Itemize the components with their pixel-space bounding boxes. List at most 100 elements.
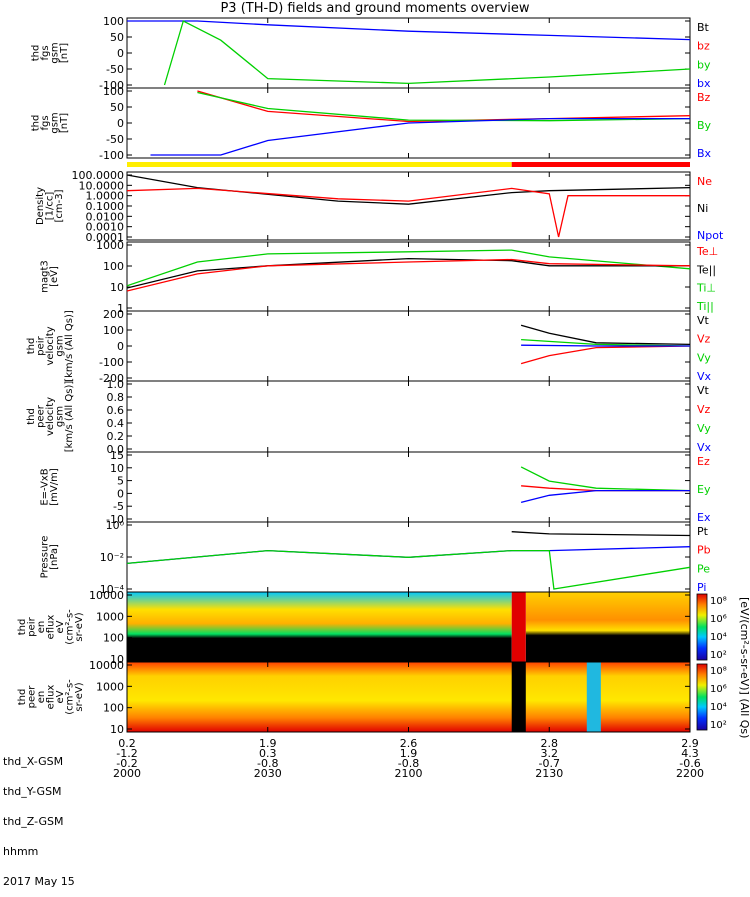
legend-entry: Vz <box>697 403 711 416</box>
y-tick-label: 50 <box>110 31 124 44</box>
legend-entry: Bt <box>697 21 710 34</box>
panel-frame <box>126 17 691 89</box>
series-line-Te⊥ <box>126 258 691 292</box>
y-axis-label-line: thd <box>17 619 28 636</box>
ion-spectrogram-post <box>525 592 690 662</box>
legend-entry: Vt <box>697 384 710 397</box>
y-axis-label-line: [nT] <box>59 113 70 133</box>
y-axis-label-line: thd <box>17 689 28 706</box>
y-tick-label: 0.0010 <box>86 221 125 234</box>
y-axis-label-line: (cm²-s- <box>65 679 76 715</box>
y-axis-label-line: [mV/m] <box>49 468 60 506</box>
footer-value: 1.9 <box>259 737 277 750</box>
footer-value: -0.8 <box>398 757 419 770</box>
legend-entry: Ex <box>697 511 711 524</box>
y-tick-label: -100 <box>99 149 124 162</box>
legend-entry: Bx <box>697 147 712 160</box>
y-axis-label-line: Density <box>35 187 46 225</box>
footer-value: 0.2 <box>118 737 136 750</box>
series-line-Ni <box>126 174 691 205</box>
panel-frame <box>126 380 691 453</box>
y-tick-label: 10⁻² <box>100 551 124 564</box>
y-axis-label: thdpeervelocitygsm[km/s (All Qs)] <box>26 381 75 453</box>
electron-spectrogram <box>127 662 690 732</box>
series-line-Vt <box>520 324 691 346</box>
y-axis-label-line: gsm <box>55 406 66 427</box>
colorbar-electrons <box>696 663 708 731</box>
legend-entry: bx <box>697 77 711 90</box>
y-axis-label: thdfgsgsm[nT] <box>31 42 71 63</box>
y-tick-label: 0.6 <box>107 404 125 417</box>
legend-entry: Vz <box>697 333 711 346</box>
electron-spectrogram-gap <box>511 662 526 732</box>
footer-value: 0.3 <box>259 747 277 760</box>
colorbar-tick-label: 10⁴ <box>710 702 727 713</box>
legend-entry: Pe <box>697 562 710 575</box>
y-axis-label-line: gsm <box>50 112 61 133</box>
y-tick-label: 0.2 <box>107 430 125 443</box>
y-tick-label: 0 <box>117 47 124 60</box>
colorbar-tick-label: 10⁴ <box>710 632 727 643</box>
y-tick-label: 100 <box>103 260 124 273</box>
y-axis-label-line: sr-eV) <box>74 612 85 641</box>
footer-value: 4.3 <box>681 747 699 760</box>
footer-value: 1.9 <box>400 747 418 760</box>
y-tick-label: -100 <box>99 79 124 92</box>
y-axis-label-line: peer <box>27 685 38 709</box>
footer-label-x: thd_X-GSM <box>3 755 64 768</box>
y-axis-label-line: en <box>36 691 47 704</box>
legend-entry: Vx <box>697 370 712 383</box>
y-tick-label: 0.4 <box>107 417 125 430</box>
y-tick-label: 10.0000 <box>79 179 125 192</box>
legend-entry: Pb <box>697 544 711 557</box>
footer-label-y: thd_Y-GSM <box>3 785 62 798</box>
series-line-by <box>163 20 691 86</box>
y-axis-label-line: [km/s (All Qs)] <box>64 310 75 382</box>
legend-entry: Bz <box>697 91 711 104</box>
y-axis-label-line: [nT] <box>59 43 70 63</box>
y-tick-label: 0.8 <box>107 391 125 404</box>
y-tick-label: 10⁻⁴ <box>100 583 125 596</box>
colorbar-tick-label: 10² <box>710 720 727 731</box>
legend-entry: Ti⊥ <box>696 282 716 295</box>
y-tick-label: 10 <box>110 462 124 475</box>
legend-entry: Te⊥ <box>696 245 718 258</box>
footer-label-hhmm: hhmm <box>3 845 39 858</box>
y-axis-label-line: eV <box>55 620 66 633</box>
legend-entry: Vy <box>697 422 711 435</box>
footer-value: 2100 <box>395 767 423 780</box>
y-axis-label-line: velocity <box>45 326 56 365</box>
colorbar-tick-label: 10⁸ <box>710 596 727 607</box>
series-line-Ey <box>520 466 691 492</box>
legend-entry: Npot <box>697 229 724 242</box>
y-tick-label: 1000 <box>96 610 124 623</box>
series-line-Pt <box>511 531 691 537</box>
panel-frame <box>126 451 691 523</box>
footer-label-z: thd_Z-GSM <box>3 815 64 828</box>
colorbar-tick-label: 10⁸ <box>710 666 727 677</box>
y-tick-label: 1 <box>117 302 124 315</box>
ion-spectrogram-gap <box>511 592 526 662</box>
footer-date: 2017 May 15 <box>3 875 75 888</box>
colorbar-tick-label: 10² <box>710 650 727 661</box>
legend-entry: Ti|| <box>696 300 714 313</box>
footer-value: -0.2 <box>116 757 137 770</box>
y-tick-label: 10000 <box>89 659 124 672</box>
y-tick-label: 100.0000 <box>72 169 125 182</box>
y-tick-label: 0 <box>117 117 124 130</box>
colorbar-ions <box>696 593 708 661</box>
y-axis-label-line: peir <box>27 616 38 636</box>
series-line-Ti|| <box>126 249 691 287</box>
y-tick-label: -100 <box>99 356 124 369</box>
footer-value: 2.9 <box>681 737 699 750</box>
y-axis-label-line: magt3 <box>40 260 51 293</box>
y-axis-label-line: thd <box>26 408 37 425</box>
footer-value: -1.2 <box>116 747 137 760</box>
colorbar-label: [eV/(cm²-s-sr-eV)] (All Qs) <box>738 597 750 738</box>
legend-entry: Vy <box>697 351 711 364</box>
series-line-Te|| <box>126 257 690 289</box>
y-axis-label: Density[1/cc][cm-3] <box>35 187 65 225</box>
y-tick-label: 1000 <box>96 680 124 693</box>
legend-entry: Ni <box>697 202 708 215</box>
legend-entry: Ez <box>697 455 710 468</box>
